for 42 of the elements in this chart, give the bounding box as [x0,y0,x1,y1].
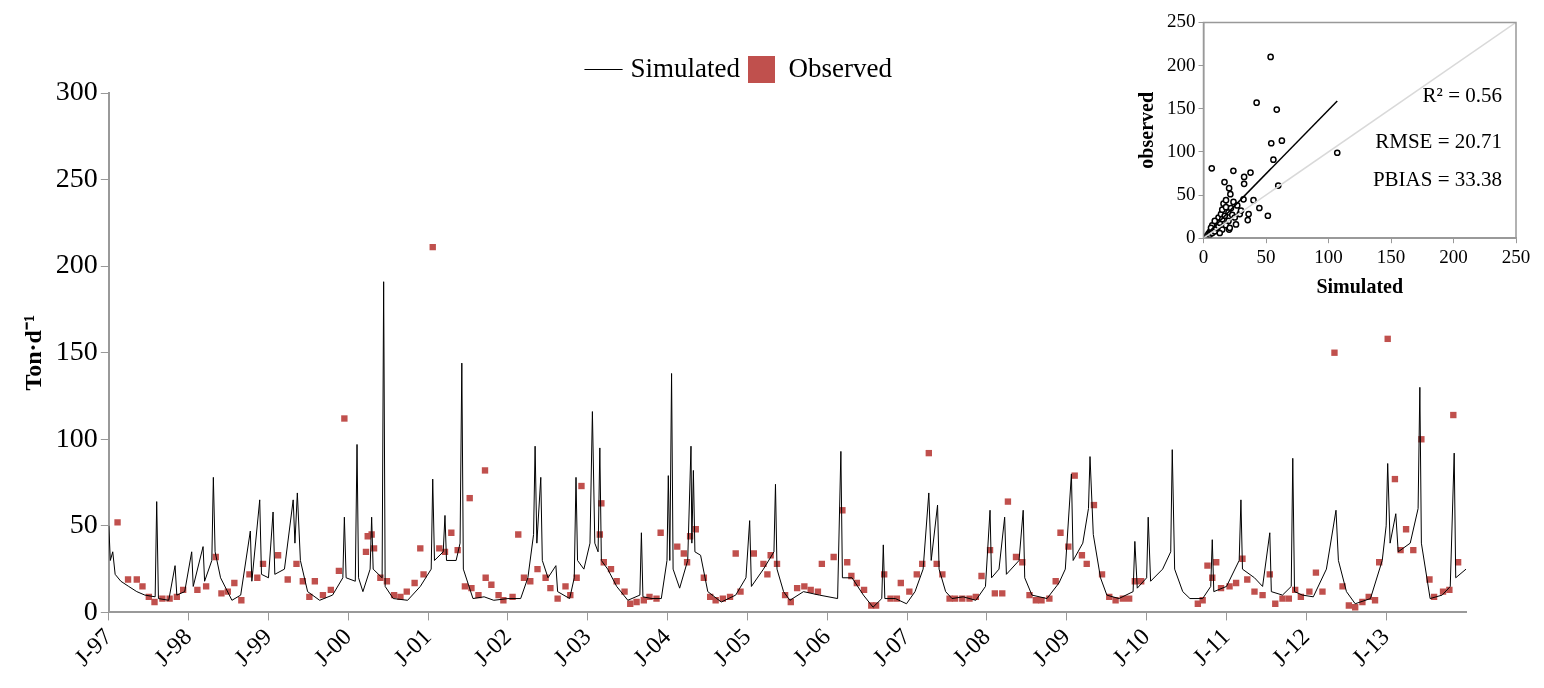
x-tick-label: 150 [1376,245,1406,267]
x-tick-label: J-03 [548,623,596,671]
x-tick-label: 200 [1439,245,1468,267]
y-tick-label: 200 [1167,53,1196,75]
x-tick-label: J-12 [1266,623,1315,671]
annotation: R² = 0.56 [1422,83,1502,108]
x-tick-label: 250 [1501,245,1531,267]
legend-label: Observed [788,52,893,83]
x-tick-label: J-07 [867,623,916,671]
annotation: PBIAS = 33.38 [1372,167,1502,192]
legend-label: Simulated [630,52,741,83]
x-tick-label: J-04 [628,623,676,671]
y-axis-title: Ton·d⁻¹ [19,314,46,391]
x-tick-label: 100 [1314,245,1343,267]
y-tick-label: 100 [1167,139,1196,161]
x-tick-label: J-06 [787,623,836,671]
x-axis-title: Simulated [1316,275,1404,298]
y-tick-label: 50 [1176,183,1196,205]
x-tick-label: J-05 [707,623,756,671]
y-tick-label: 0 [83,594,98,626]
x-tick-label: J-00 [308,623,357,671]
y-tick-label: 250 [1167,10,1196,32]
x-tick-label: J-08 [947,623,995,671]
x-tick-label: J-10 [1107,623,1155,671]
y-tick-label: 0 [1186,226,1196,248]
y-axis-title: observed [1135,91,1158,169]
x-tick-label: J-02 [468,623,516,671]
x-tick-label: J-01 [388,623,437,671]
y-tick-label: 50 [69,508,98,540]
y-tick-label: 150 [1167,96,1196,118]
x-tick-label: 50 [1256,245,1276,267]
y-tick-label: 300 [55,75,98,107]
x-tick-label: J-11 [1187,623,1235,671]
x-tick-label: J-99 [228,623,277,671]
x-tick-label: J-97 [69,623,117,671]
y-tick-label: 250 [55,161,98,193]
x-tick-label: J-13 [1346,623,1395,671]
annotation: RMSE = 20.71 [1375,129,1502,154]
x-tick-label: J-09 [1027,623,1075,671]
y-tick-label: 150 [55,335,98,367]
x-tick-label: J-98 [149,623,197,671]
y-tick-label: 100 [55,421,98,453]
